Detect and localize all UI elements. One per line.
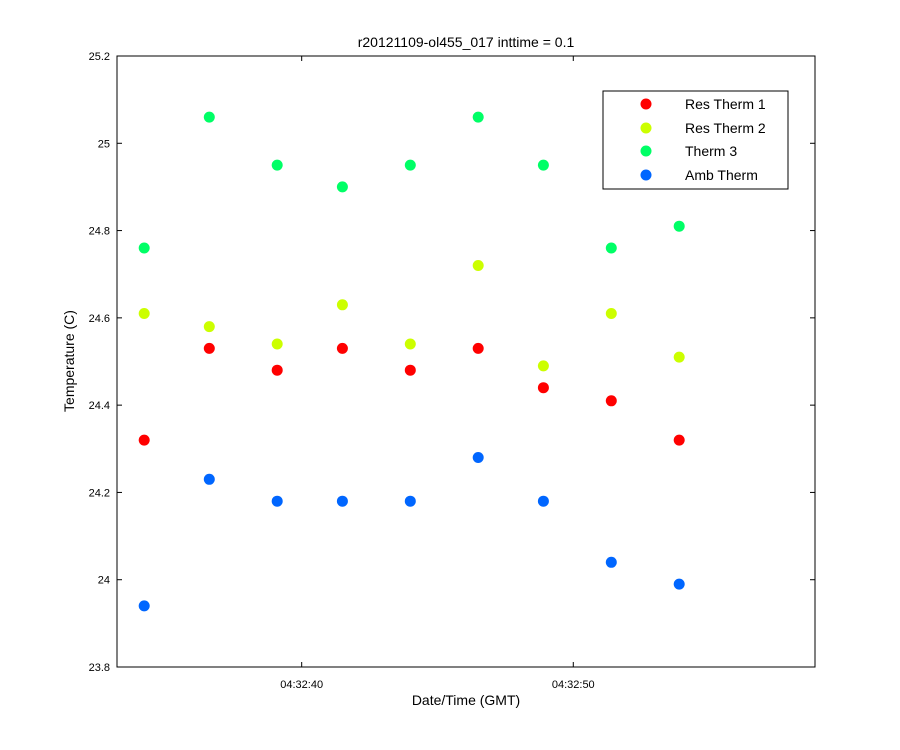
series-therm-3 xyxy=(138,111,685,254)
data-point-res-therm-1 xyxy=(336,342,348,354)
y-tick-label: 25 xyxy=(98,138,110,150)
data-point-amb-therm xyxy=(673,578,685,590)
data-point-therm-3 xyxy=(472,111,484,123)
y-tick-label: 24.8 xyxy=(89,226,110,238)
data-point-res-therm-2 xyxy=(537,360,549,372)
y-tick-label: 24.2 xyxy=(89,487,110,499)
data-point-res-therm-1 xyxy=(138,434,150,446)
data-points xyxy=(138,111,685,612)
y-tick-label: 24.6 xyxy=(89,313,110,325)
data-point-therm-3 xyxy=(605,242,617,254)
x-tick-label: 04:32:50 xyxy=(552,679,595,691)
data-point-therm-3 xyxy=(138,242,150,254)
legend-label-therm-3: Therm 3 xyxy=(685,143,737,159)
data-point-therm-3 xyxy=(336,181,348,193)
legend-label-res-therm-2: Res Therm 2 xyxy=(685,120,766,136)
y-axis: 23.8 24 24.2 24.4 24.6 24.8 25 25.2 xyxy=(89,51,815,674)
chart-title: r20121109-ol455_017 inttime = 0.1 xyxy=(358,34,575,50)
data-point-res-therm-2 xyxy=(271,338,283,350)
series-res-therm-2 xyxy=(138,260,685,372)
legend-marker-therm-3 xyxy=(640,145,652,157)
data-point-res-therm-1 xyxy=(537,382,549,394)
data-point-res-therm-2 xyxy=(404,338,416,350)
data-point-res-therm-2 xyxy=(138,308,150,319)
data-point-amb-therm xyxy=(138,600,150,612)
legend-marker-amb-therm xyxy=(640,169,652,181)
data-point-res-therm-2 xyxy=(472,260,484,271)
legend-marker-res-therm-1 xyxy=(640,98,652,110)
data-point-res-therm-2 xyxy=(673,351,685,363)
data-point-res-therm-1 xyxy=(271,364,283,376)
legend-label-res-therm-1: Res Therm 1 xyxy=(685,96,766,112)
legend-label-amb-therm: Amb Therm xyxy=(685,167,758,183)
y-axis-label: Temperature (C) xyxy=(61,310,77,412)
x-axis: 04:32:40 04:32:50 xyxy=(280,56,595,691)
data-point-amb-therm xyxy=(472,452,484,463)
data-point-amb-therm xyxy=(537,495,549,507)
data-point-res-therm-1 xyxy=(472,342,484,354)
data-point-therm-3 xyxy=(673,220,685,232)
data-point-res-therm-2 xyxy=(203,321,215,333)
data-point-therm-3 xyxy=(271,159,283,171)
data-point-amb-therm xyxy=(404,495,416,507)
data-point-amb-therm xyxy=(203,473,215,485)
data-point-res-therm-2 xyxy=(605,308,617,319)
data-point-therm-3 xyxy=(537,159,549,171)
data-point-res-therm-1 xyxy=(673,434,685,446)
data-point-res-therm-1 xyxy=(605,395,617,407)
data-point-res-therm-2 xyxy=(336,299,348,311)
y-tick-label: 24.4 xyxy=(89,400,110,412)
data-point-res-therm-1 xyxy=(203,342,215,354)
x-tick-label: 04:32:40 xyxy=(280,679,323,691)
data-point-amb-therm xyxy=(271,495,283,507)
data-point-amb-therm xyxy=(336,495,348,507)
series-amb-therm xyxy=(138,452,685,612)
data-point-therm-3 xyxy=(203,111,215,123)
legend-marker-res-therm-2 xyxy=(640,122,652,134)
legend-box xyxy=(602,90,789,190)
y-tick-label: 23.8 xyxy=(89,662,110,674)
data-point-res-therm-1 xyxy=(404,364,416,376)
y-tick-label: 24 xyxy=(98,575,110,587)
legend: Res Therm 1 Res Therm 2 Therm 3 Amb Ther… xyxy=(602,90,789,190)
data-point-therm-3 xyxy=(404,159,416,171)
y-tick-label: 25.2 xyxy=(89,51,110,63)
x-axis-label: Date/Time (GMT) xyxy=(412,692,520,708)
series-res-therm-1 xyxy=(138,342,685,446)
data-point-amb-therm xyxy=(605,556,617,568)
